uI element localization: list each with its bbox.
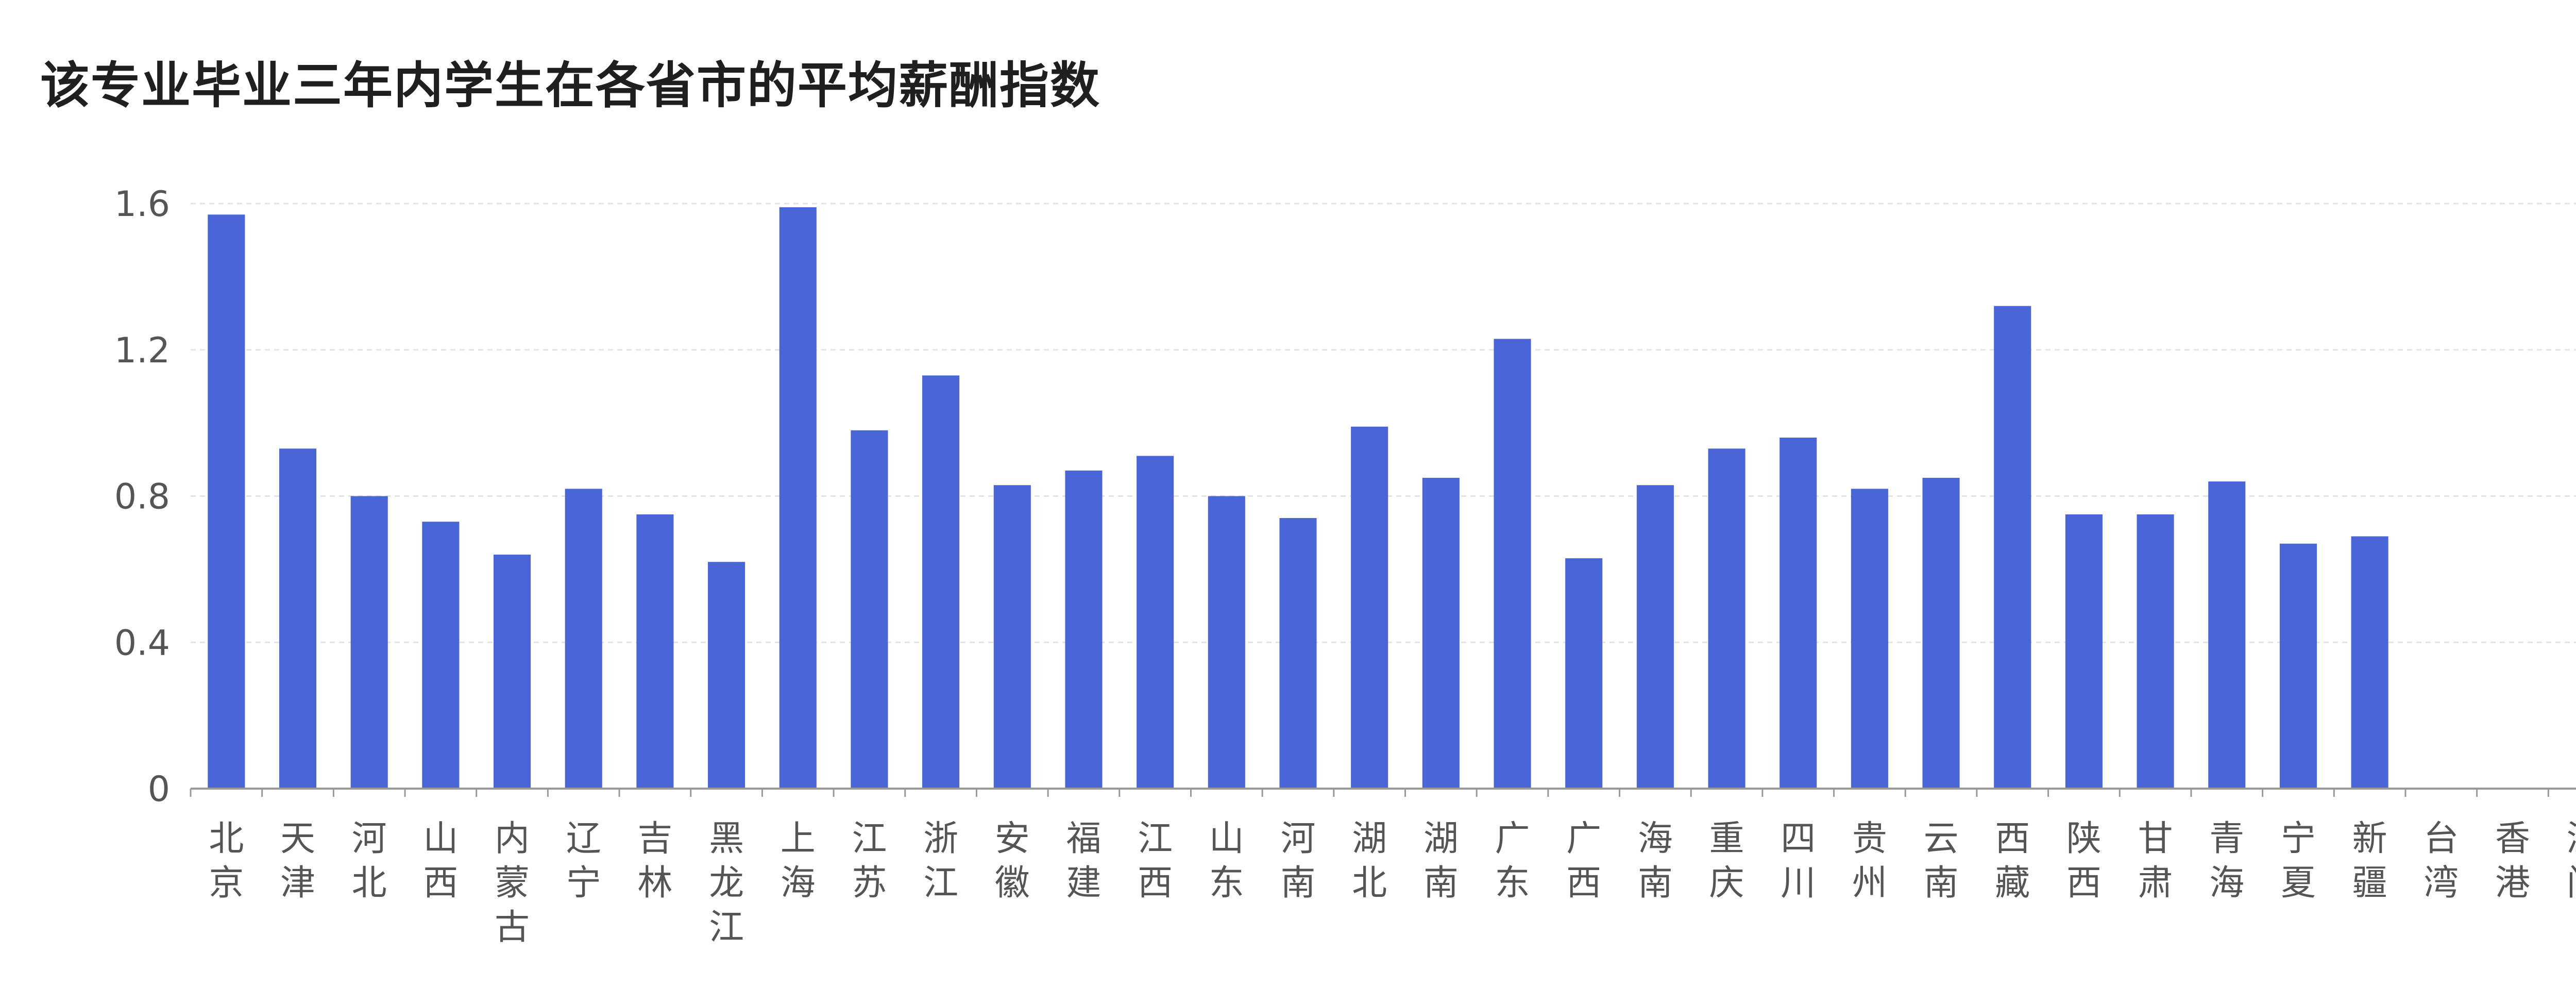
bar-山东 <box>1208 496 1245 789</box>
x-tick-label: 河南 <box>1280 819 1315 904</box>
x-tick-label: 上海 <box>781 819 816 904</box>
x-tick-label: 海南 <box>1638 819 1673 904</box>
y-tick-label: 1.6 <box>114 184 170 225</box>
x-tick-label: 宁夏 <box>2281 819 2316 904</box>
bar-天津 <box>279 448 317 789</box>
x-tick-label: 甘肃 <box>2138 819 2173 904</box>
y-tick-label: 0 <box>148 769 170 810</box>
x-tick-label: 湖北 <box>1352 819 1387 904</box>
x-axis <box>190 788 2576 797</box>
x-tick-label: 浙江 <box>923 819 958 904</box>
x-tick-label: 福建 <box>1066 819 1101 904</box>
bar-福建 <box>1065 470 1103 789</box>
x-tick-label: 吉林 <box>637 819 672 904</box>
bar-内蒙古 <box>493 555 531 789</box>
y-tick-label: 0.8 <box>114 477 170 517</box>
bar-重庆 <box>1708 448 1745 789</box>
x-tick-label: 内蒙古 <box>495 819 530 948</box>
x-tick-label: 广西 <box>1566 819 1601 904</box>
bar-新疆 <box>2351 536 2388 789</box>
x-tick-label: 重庆 <box>1709 819 1744 904</box>
x-tick-label: 广东 <box>1495 819 1530 904</box>
bar-甘肃 <box>2137 514 2174 789</box>
bar-广东 <box>1494 339 1531 789</box>
bar-吉林 <box>636 514 674 789</box>
bar-云南 <box>1922 478 1960 789</box>
chart-title: 该专业毕业三年内学生在各省市的平均薪酬指数 <box>40 57 1100 114</box>
bar-湖北 <box>1351 426 1388 789</box>
bar-江苏 <box>851 430 888 789</box>
x-tick-label: 黑龙江 <box>709 819 744 948</box>
x-tick-label: 澳门 <box>2567 819 2576 904</box>
bar-河南 <box>1279 518 1317 789</box>
bar-四川 <box>1780 438 1817 789</box>
bar-贵州 <box>1851 489 1888 789</box>
y-tick-label: 1.2 <box>114 330 170 371</box>
bar-江西 <box>1137 456 1174 789</box>
y-tick-label: 0.4 <box>114 623 170 663</box>
bar-宁夏 <box>2279 543 2317 789</box>
x-tick-label: 青海 <box>2209 819 2244 904</box>
x-tick-label: 贵州 <box>1852 819 1887 904</box>
bar-广西 <box>1565 558 1603 789</box>
x-tick-label: 湖南 <box>1423 819 1459 904</box>
bar-上海 <box>779 207 817 789</box>
bar-浙江 <box>922 375 960 789</box>
bar-青海 <box>2208 481 2246 789</box>
x-tick-label: 安徽 <box>995 819 1030 904</box>
x-tick-label: 天津 <box>280 819 315 904</box>
bars <box>208 207 2388 789</box>
bar-北京 <box>208 214 245 789</box>
bar-黑龙江 <box>708 562 745 789</box>
y-axis-ticks: 0 0.4 0.8 1.2 1.6 <box>114 184 170 810</box>
x-tick-label: 四川 <box>1781 819 1816 904</box>
x-tick-label: 山西 <box>423 819 458 904</box>
bar-安徽 <box>993 485 1031 789</box>
bar-湖南 <box>1422 478 1460 789</box>
x-tick-label: 云南 <box>1924 819 1959 904</box>
x-tick-label: 香港 <box>2495 819 2530 904</box>
x-tick-label: 新疆 <box>2352 819 2387 904</box>
bar-西藏 <box>1994 306 2031 789</box>
x-tick-label: 北京 <box>209 819 244 904</box>
bar-陕西 <box>2065 514 2103 789</box>
x-tick-label: 陕西 <box>2066 819 2102 904</box>
bar-山西 <box>422 522 460 789</box>
x-tick-label: 山东 <box>1209 819 1244 904</box>
x-tick-label: 辽宁 <box>566 819 601 904</box>
x-tick-label: 江西 <box>1138 819 1173 904</box>
x-tick-label: 河北 <box>352 819 387 904</box>
bar-海南 <box>1636 485 1674 789</box>
x-tick-label: 台湾 <box>2424 819 2459 904</box>
x-tick-label: 西藏 <box>1995 819 2030 904</box>
x-tick-label: 江苏 <box>852 819 887 904</box>
bar-河北 <box>350 496 388 789</box>
bar-辽宁 <box>565 489 602 789</box>
